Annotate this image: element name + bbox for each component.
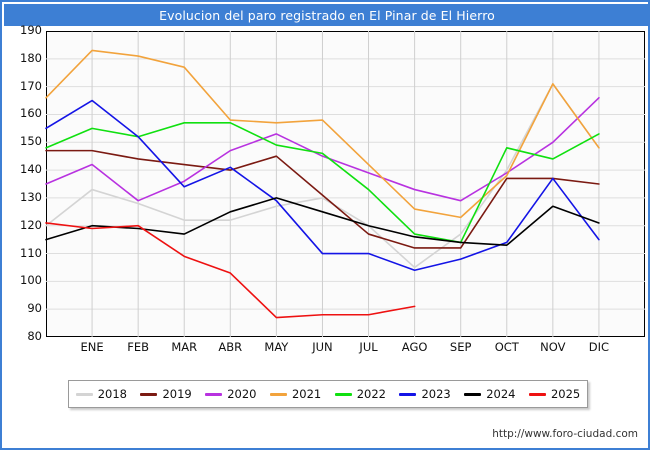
chart-title: Evolucion del paro registrado en El Pina… [159, 7, 495, 23]
legend-swatch-2021 [269, 392, 287, 396]
legend-label-2023: 2023 [421, 387, 451, 401]
x-tick-ago: AGO [401, 340, 428, 354]
series-line-2023 [45, 99, 600, 272]
legend-label-2025: 2025 [550, 387, 581, 401]
x-tick-may: MAY [264, 340, 289, 354]
x-tick-ene: ENE [80, 340, 104, 354]
series-line-2024 [45, 197, 600, 246]
series-line-2019 [45, 149, 600, 249]
x-tick-feb: FEB [127, 340, 150, 354]
legend-swatch-2018 [75, 392, 93, 396]
plot-area [45, 31, 645, 337]
legend-item-2020[interactable]: 2020 [205, 387, 257, 401]
legend-item-2024[interactable]: 2024 [464, 387, 516, 401]
y-tick-160: 160 [20, 106, 42, 121]
legend-swatch-2024 [464, 392, 482, 396]
legend-swatch-2022 [334, 392, 352, 396]
series-line-2025 [45, 222, 416, 319]
legend-item-2023[interactable]: 2023 [399, 387, 451, 401]
x-tick-nov: NOV [540, 340, 566, 354]
x-tick-jun: JUN [312, 340, 333, 354]
y-tick-100: 100 [20, 273, 42, 288]
series-line-2020 [45, 96, 600, 202]
x-tick-mar: MAR [171, 340, 198, 354]
y-tick-180: 180 [20, 50, 42, 65]
legend-label-2024: 2024 [486, 387, 516, 401]
legend-item-2018[interactable]: 2018 [75, 387, 128, 401]
y-axis-tick-labels: 80 90 100 110 120 130 140 150 160 170 180 190 [2, 23, 42, 343]
y-tick-110: 110 [20, 245, 42, 260]
legend-swatch-2019 [140, 392, 158, 396]
source-url: http://www.foro-ciudad.com [492, 428, 638, 440]
grid-lines [46, 31, 645, 337]
x-tick-abr: ABR [218, 340, 243, 354]
y-tick-120: 120 [20, 217, 42, 232]
y-tick-130: 130 [20, 189, 42, 204]
series-line-2022 [45, 122, 600, 244]
x-axis-tick-labels: ENE FEB MAR ABR MAY JUN JUL AGO SEP OCT NOV DIC [46, 340, 645, 358]
y-tick-90: 90 [27, 301, 42, 316]
legend-label-2021: 2021 [291, 387, 322, 401]
legend-swatch-2020 [205, 392, 223, 396]
x-tick-jul: JUL [359, 340, 378, 354]
x-tick-dic: DIC [588, 340, 610, 354]
legend-swatch-2025 [528, 392, 546, 396]
y-tick-80: 80 [27, 329, 42, 343]
legend-item-2021[interactable]: 2021 [269, 387, 322, 401]
y-tick-190: 190 [20, 23, 42, 37]
series-line-2021 [45, 49, 600, 219]
legend-label-2020: 2020 [227, 387, 257, 401]
legend-label-2018: 2018 [97, 387, 128, 401]
x-tick-sep: SEP [449, 340, 472, 354]
series-line-2018 [45, 83, 600, 269]
y-tick-170: 170 [20, 78, 42, 93]
legend-item-2025[interactable]: 2025 [528, 387, 581, 401]
window-title-bar: Evolucion del paro registrado en El Pina… [4, 4, 650, 26]
y-tick-150: 150 [20, 134, 42, 149]
legend-label-2022: 2022 [356, 387, 387, 401]
x-tick-oct: OCT [494, 340, 519, 354]
chart-legend: 2018 2019 2020 2021 2022 2023 2024 2025 [68, 380, 588, 408]
legend-item-2022[interactable]: 2022 [334, 387, 387, 401]
y-tick-140: 140 [20, 162, 42, 177]
plot-background [46, 31, 645, 337]
legend-swatch-2023 [399, 392, 417, 396]
legend-label-2019: 2019 [162, 387, 192, 401]
data-series-lines [45, 49, 600, 319]
legend-item-2019[interactable]: 2019 [140, 387, 192, 401]
